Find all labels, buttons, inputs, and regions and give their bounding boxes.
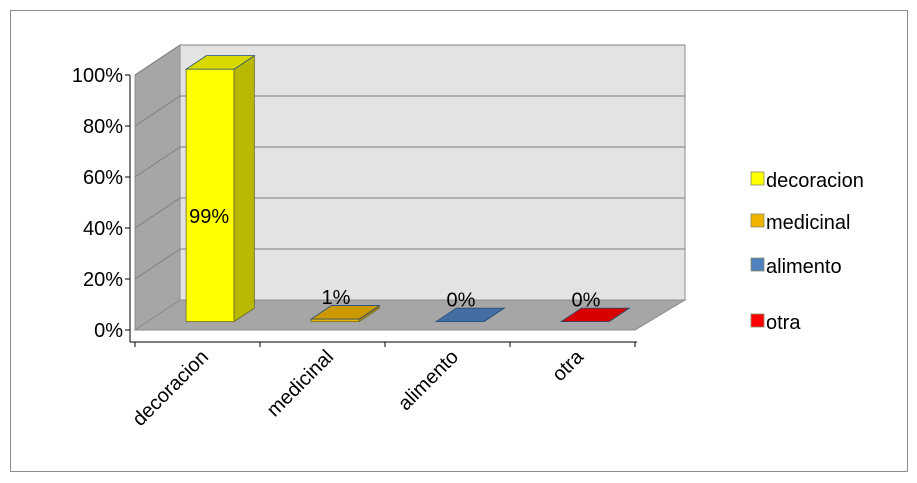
data-label: 0% <box>447 290 476 312</box>
data-label: 0% <box>572 290 601 312</box>
data-label: 99% <box>189 206 229 228</box>
chart-walls <box>133 44 687 331</box>
x-tick-label: decoracion <box>128 346 213 431</box>
bars <box>184 54 631 323</box>
legend-label: otra <box>766 312 801 334</box>
bar-top <box>309 305 381 320</box>
bar-top <box>559 307 631 323</box>
gridline-side <box>134 44 181 76</box>
data-labels: 99% 1% 0% 0% <box>189 206 601 312</box>
legend-swatch <box>750 213 765 228</box>
x-tick-label: otra <box>548 345 589 386</box>
legend: decoracion medicinal alimento otra <box>750 170 864 334</box>
bar-top <box>184 55 256 70</box>
bar-otra <box>559 307 631 323</box>
legend-item-otra: otra <box>750 312 801 334</box>
legend-label: alimento <box>766 256 842 278</box>
legend-item-alimento: alimento <box>750 256 842 278</box>
bar-medicinal <box>309 304 381 323</box>
side-wall <box>134 44 181 331</box>
y-tick-label: 80% <box>83 116 123 138</box>
gridline-side <box>134 95 181 127</box>
x-axis: decoracion medicinal alimento otra <box>128 341 637 431</box>
bar-alimento <box>434 307 506 323</box>
bar-decoracion <box>184 54 256 323</box>
data-label: 1% <box>322 287 351 309</box>
x-tick-label: medicinal <box>263 346 338 421</box>
floor <box>133 299 687 331</box>
bar-front <box>185 68 235 322</box>
gridline-side <box>134 197 181 229</box>
legend-item-decoracion: decoracion <box>750 170 864 192</box>
y-tick-label: 100% <box>72 65 123 87</box>
gridline-side <box>134 248 181 280</box>
y-axis: 0% 20% 40% 60% 80% 100% <box>72 65 131 342</box>
bar-top <box>434 307 506 323</box>
y-tick-label: 20% <box>83 269 123 291</box>
legend-swatch <box>750 313 765 328</box>
legend-label: decoracion <box>766 170 864 192</box>
y-tick-label: 40% <box>83 218 123 240</box>
x-tick-label: alimento <box>394 346 463 415</box>
legend-swatch <box>750 171 765 186</box>
gridline-side <box>134 146 181 178</box>
y-tick-label: 60% <box>83 167 123 189</box>
legend-swatch <box>750 257 765 272</box>
back-wall <box>179 44 686 301</box>
gridlines <box>134 44 685 280</box>
y-tick-label: 0% <box>94 320 123 342</box>
legend-item-medicinal: medicinal <box>750 212 850 234</box>
bar-side <box>233 54 255 323</box>
legend-label: medicinal <box>766 212 850 234</box>
